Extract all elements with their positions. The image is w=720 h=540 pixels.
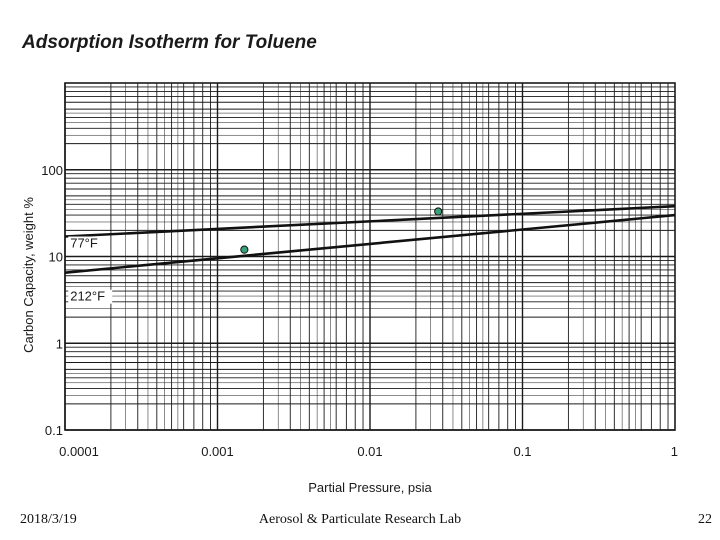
x-tick-label: 0.1 bbox=[513, 444, 531, 459]
footer-lab-name: Aerosol & Particulate Research Lab bbox=[258, 512, 462, 527]
x-tick-label: 0.01 bbox=[357, 444, 382, 459]
x-tick-label: 0.001 bbox=[201, 444, 234, 459]
x-axis-label: Partial Pressure, psia bbox=[308, 480, 432, 495]
y-tick-labels: 100 10 1 0.1 bbox=[41, 163, 63, 438]
y-tick-label: 100 bbox=[41, 163, 63, 178]
series-line-0 bbox=[64, 204, 676, 238]
series-labels: 77°F 212°F bbox=[68, 236, 113, 304]
y-axis-label: Carbon Capacity, weight % bbox=[21, 197, 36, 353]
chart-title: Adsorption Isotherm for Toluene bbox=[21, 32, 317, 53]
x-tick-label: 0.0001 bbox=[59, 444, 99, 459]
series-line-1 bbox=[64, 213, 676, 274]
series-label-1: 212°F bbox=[70, 289, 105, 304]
series-label-bg-1 bbox=[68, 289, 113, 304]
footer-page-number: 22 bbox=[698, 512, 712, 527]
series-label-bg-0 bbox=[68, 236, 105, 251]
series-lines bbox=[64, 204, 676, 274]
y-tick-label: 1 bbox=[56, 336, 63, 351]
data-points bbox=[240, 207, 443, 254]
x-tick-labels: 0.0001 0.001 0.01 0.1 1 bbox=[59, 444, 678, 459]
y-tick-label: 10 bbox=[49, 250, 63, 265]
data-point-1 bbox=[240, 245, 249, 254]
data-point-0 bbox=[434, 207, 443, 216]
footer-date: 2018/3/19 bbox=[20, 512, 77, 527]
grid bbox=[64, 82, 676, 431]
y-tick-label: 0.1 bbox=[45, 423, 63, 438]
series-label-0: 77°F bbox=[70, 236, 98, 251]
x-tick-label: 1 bbox=[671, 444, 678, 459]
